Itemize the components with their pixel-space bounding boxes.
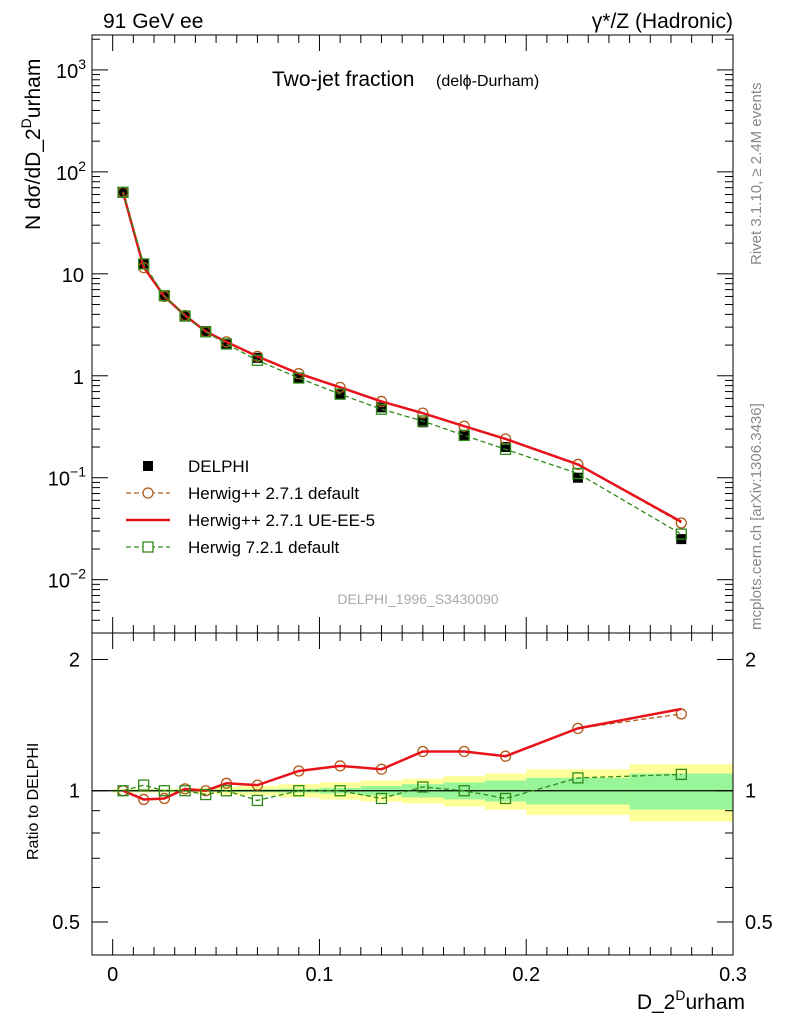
legend: DELPHI Herwig++ 2.7.1 default Herwig++ 2.7… bbox=[126, 457, 375, 557]
series-point-square bbox=[220, 785, 233, 797]
series-point-square bbox=[675, 768, 687, 781]
x-axis-label-tail: urham bbox=[685, 991, 745, 1014]
y-axis-label-main: N dσ/dD_2 bbox=[22, 128, 45, 230]
series-line bbox=[122, 707, 682, 801]
series-point-square bbox=[251, 354, 264, 366]
ratio-frame bbox=[91, 632, 734, 956]
ratio-series-layer bbox=[117, 707, 687, 807]
legend-marker bbox=[142, 487, 154, 499]
series-point-square bbox=[138, 258, 150, 270]
series-point-square bbox=[138, 779, 150, 791]
series-point-square bbox=[117, 785, 129, 797]
series-point-circle bbox=[675, 708, 687, 720]
series-point-circle bbox=[572, 458, 584, 471]
x-axis-label: D_2Durham bbox=[637, 987, 745, 1014]
mcplots-label: mcplots.cern.ch [arXiv:1306.3436] bbox=[748, 403, 765, 630]
series-point-square bbox=[334, 388, 346, 400]
ratio-y-tick-label: 1 bbox=[69, 781, 80, 803]
y-axis-label-tail: urham bbox=[22, 59, 45, 119]
series-point-square bbox=[417, 415, 429, 427]
legend-label: Herwig++ 2.7.1 UE-EE-5 bbox=[188, 511, 375, 530]
ratio-y-tick-label-right: 0.5 bbox=[745, 912, 773, 934]
series-point-square bbox=[251, 794, 264, 807]
y-axis-label: N dσ/dD_2Durham bbox=[18, 59, 45, 230]
legend-label: DELPHI bbox=[188, 457, 249, 476]
data-point bbox=[252, 352, 263, 363]
y-tick-label: 10−2 bbox=[48, 566, 86, 593]
y-tick-label: 102 bbox=[56, 158, 86, 185]
series-point-square bbox=[158, 785, 171, 797]
legend-marker bbox=[143, 461, 153, 471]
series-line bbox=[122, 192, 682, 535]
series-point-square bbox=[334, 785, 346, 797]
y-tick-label: 10 bbox=[62, 265, 84, 287]
series-point-square bbox=[417, 781, 429, 793]
x-axis-label-main: D_2 bbox=[637, 991, 676, 1014]
chart-subtitle: (delϕ-Durham) bbox=[436, 73, 539, 90]
series-point-circle bbox=[417, 407, 429, 419]
y-tick-label: 10−1 bbox=[48, 464, 86, 491]
series-point-square bbox=[179, 785, 191, 797]
y-tick-label: 103 bbox=[56, 56, 86, 83]
legend-marker bbox=[142, 541, 154, 553]
series-point-circle bbox=[458, 420, 470, 432]
ratio-y-tick-label: 0.5 bbox=[52, 912, 80, 934]
data-point bbox=[376, 402, 387, 413]
y-axis-label-sup: D bbox=[18, 118, 34, 128]
ratio-y-axis-label: Ratio to DELPHI bbox=[25, 743, 42, 860]
process-label: γ*/Z (Hadronic) bbox=[592, 10, 733, 33]
main-series-layer bbox=[117, 186, 687, 545]
data-point bbox=[572, 472, 583, 483]
legend-label: Herwig 7.2.1 default bbox=[188, 538, 339, 557]
ratio-y-tick-label-right: 2 bbox=[745, 649, 756, 671]
x-tick-label: 0.3 bbox=[719, 964, 747, 986]
ratio-axis-ticks: 0.5 0.5 1 1 2 2 0 0.1 0.2 0.3 bbox=[52, 633, 773, 986]
series-point-square bbox=[179, 310, 191, 322]
y-tick-label: 1 bbox=[73, 367, 84, 389]
series-point-square bbox=[158, 290, 171, 302]
series-point-square bbox=[293, 785, 305, 797]
data-point bbox=[459, 430, 470, 441]
series-point-circle bbox=[375, 395, 388, 408]
x-tick-label: 0.2 bbox=[512, 964, 540, 986]
series-line bbox=[122, 773, 682, 802]
series-point-square bbox=[458, 785, 470, 797]
series-point-circle bbox=[675, 517, 687, 529]
series-point-circle bbox=[334, 381, 346, 394]
x-axis-label-sup: D bbox=[675, 987, 685, 1003]
series-point-square bbox=[499, 792, 512, 805]
x-tick-label: 0.1 bbox=[306, 964, 334, 986]
analysis-watermark: DELPHI_1996_S3430090 bbox=[337, 591, 498, 607]
series-point-square bbox=[117, 186, 129, 198]
data-point bbox=[417, 417, 428, 428]
ratio-panel: 0.5 0.5 1 1 2 2 0 0.1 0.2 0.3 Ratio to DELPHI D_2… bbox=[25, 632, 773, 1014]
series-point-square bbox=[499, 443, 512, 455]
x-tick-label: 0 bbox=[107, 964, 118, 986]
ratio-y-tick-label-right: 1 bbox=[745, 781, 756, 803]
series-point-square bbox=[200, 788, 212, 801]
series-point-square bbox=[675, 528, 687, 540]
series-point-square bbox=[572, 772, 584, 784]
data-point bbox=[221, 338, 232, 349]
series-point-square bbox=[293, 372, 305, 384]
series-point-square bbox=[200, 326, 212, 338]
rivet-label: Rivet 3.1.10, ≥ 2.4M events bbox=[748, 83, 765, 266]
series-point-square bbox=[375, 403, 388, 415]
ratio-y-tick-label: 2 bbox=[69, 649, 80, 671]
legend-label: Herwig++ 2.7.1 default bbox=[188, 484, 359, 503]
series-point-square bbox=[375, 792, 388, 805]
chart-title: Two-jet fraction bbox=[272, 68, 414, 91]
series-point-square bbox=[220, 338, 233, 350]
series-point-square bbox=[458, 429, 470, 442]
energy-label: 91 GeV ee bbox=[103, 10, 203, 33]
data-point bbox=[500, 442, 511, 453]
series-point-square bbox=[572, 467, 584, 480]
